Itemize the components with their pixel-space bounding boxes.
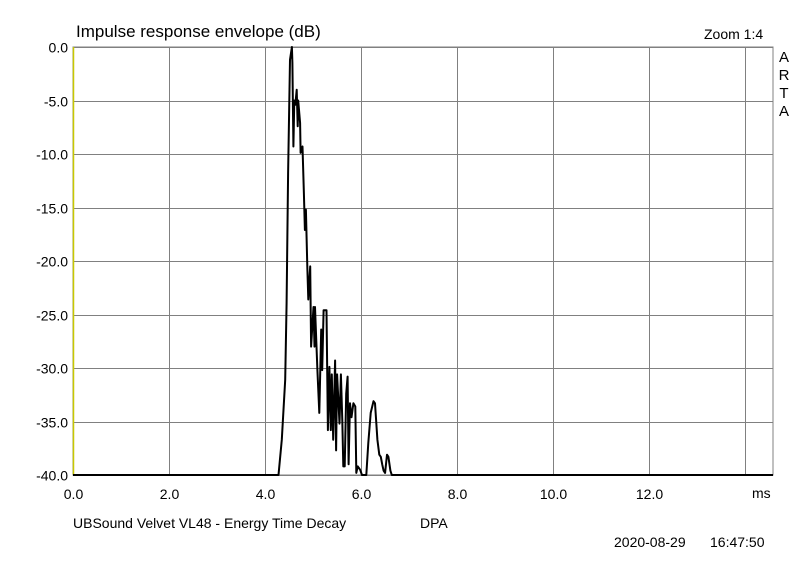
- arta-logo-letter: A: [779, 49, 789, 66]
- y-tick-label: -20.0: [36, 254, 68, 270]
- footer-date: 2020-08-29: [614, 534, 686, 550]
- zoom-label: Zoom 1:4: [704, 26, 764, 42]
- footer-title: UBSound Velvet VL48 - Energy Time Decay: [73, 515, 347, 531]
- y-tick-label: -35.0: [36, 415, 68, 431]
- x-tick-label: 8.0: [448, 486, 468, 502]
- arta-logo-letter: T: [779, 85, 788, 102]
- x-tick-label: 6.0: [352, 486, 372, 502]
- x-tick-label: 4.0: [256, 486, 276, 502]
- y-tick-label: -10.0: [36, 147, 68, 163]
- x-axis-unit-label: ms: [752, 485, 771, 501]
- x-tick-label: 0.0: [64, 486, 84, 502]
- x-tick-label: 10.0: [540, 486, 567, 502]
- y-tick-label: -30.0: [36, 361, 68, 377]
- y-tick-label: -40.0: [36, 468, 68, 484]
- y-tick-label: 0.0: [49, 40, 69, 56]
- footer-mic: DPA: [420, 515, 448, 531]
- x-tick-label: 2.0: [160, 486, 180, 502]
- y-tick-label: -25.0: [36, 308, 68, 324]
- chart-title: Impulse response envelope (dB): [76, 22, 321, 41]
- x-tick-label: 12.0: [636, 486, 663, 502]
- arta-logo-letter: R: [779, 67, 790, 84]
- arta-logo-letter: A: [779, 103, 789, 120]
- series-line-envelope: [73, 46, 773, 476]
- footer-time: 16:47:50: [710, 534, 765, 550]
- y-tick-label: -15.0: [36, 201, 68, 217]
- y-tick-label: -5.0: [44, 94, 68, 110]
